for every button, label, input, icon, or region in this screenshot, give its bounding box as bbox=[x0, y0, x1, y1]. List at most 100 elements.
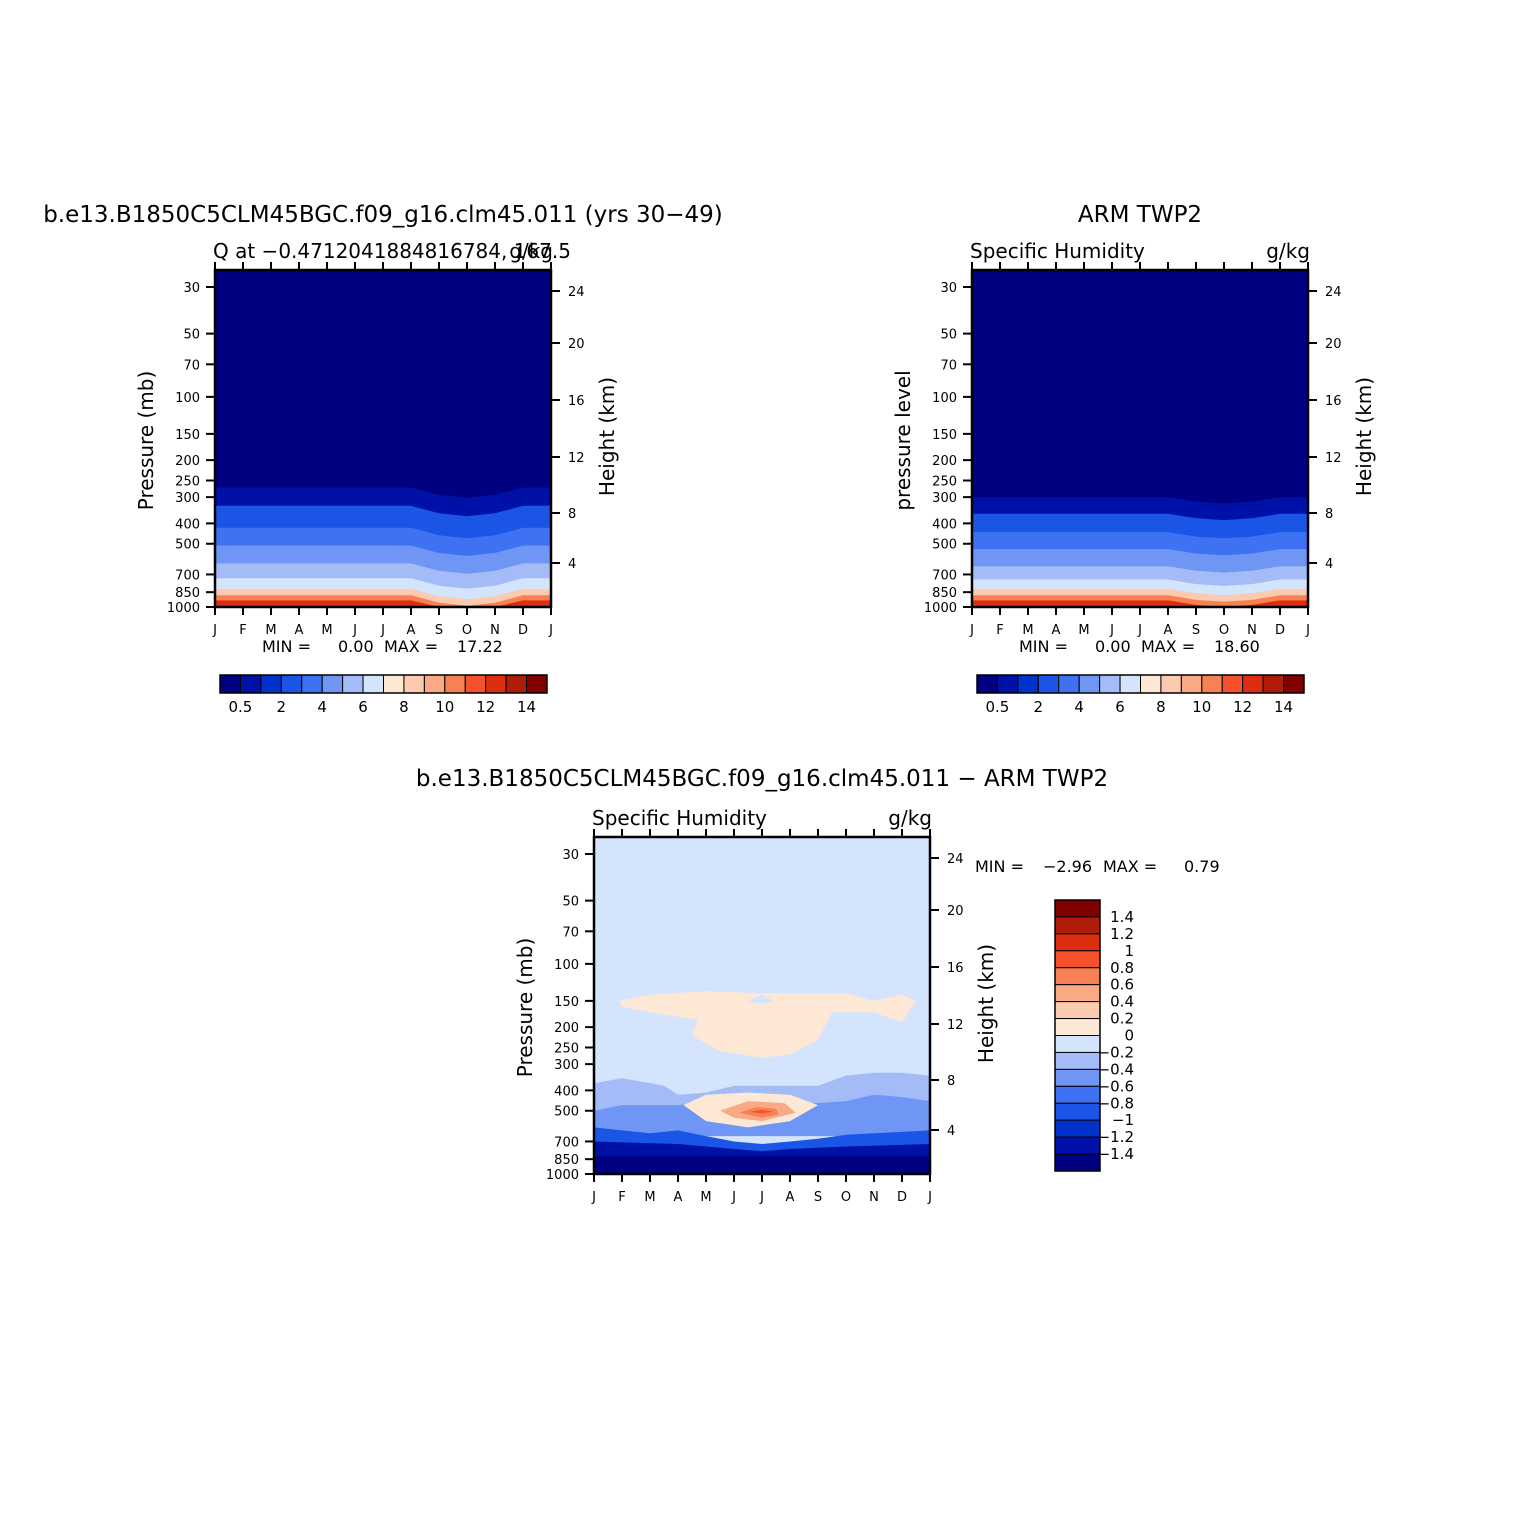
y-right-tick-label: 24 bbox=[1325, 285, 1342, 300]
x-tick-label: F bbox=[239, 623, 246, 638]
x-tick-label: J bbox=[1109, 623, 1114, 638]
x-tick-label: M bbox=[321, 623, 332, 638]
colorbar-label: 10 bbox=[435, 698, 454, 716]
y-axis-label: Pressure (mb) bbox=[513, 938, 537, 1078]
y-tick-label: 300 bbox=[175, 491, 200, 506]
y-tick-label: 150 bbox=[554, 995, 579, 1010]
colorbar-swatch bbox=[444, 674, 466, 694]
y-tick-label: 400 bbox=[932, 517, 957, 532]
colorbar-swatch bbox=[1054, 1102, 1101, 1121]
colorbar-frame bbox=[1054, 899, 1101, 1172]
x-tick-label: J bbox=[1137, 623, 1142, 638]
x-tick-label: J bbox=[969, 623, 974, 638]
colorbar-swatch bbox=[1221, 674, 1244, 694]
colorbar-label: 8 bbox=[1156, 698, 1166, 716]
min-label: MIN = bbox=[262, 637, 311, 656]
colorbar-label: 0.6 bbox=[1110, 976, 1134, 994]
x-tick-label: F bbox=[618, 1190, 625, 1205]
colorbar-swatch bbox=[1017, 674, 1039, 694]
y-tick-label: 300 bbox=[932, 491, 957, 506]
positive-region-upper bbox=[619, 991, 916, 1058]
panel-obs: J F M A M J J A S O N D J 30 50 70 100 150 200 250 300 400 500… bbox=[891, 239, 1376, 716]
y-right-tick-label: 12 bbox=[568, 451, 585, 466]
x-tick-label: D bbox=[897, 1190, 907, 1205]
x-tick-label: M bbox=[265, 623, 276, 638]
y-right-tick-label: 8 bbox=[568, 507, 576, 522]
colorbar-swatch bbox=[1054, 1153, 1101, 1172]
colorbar-label: −1.4 bbox=[1098, 1145, 1134, 1163]
y-tick-label: 150 bbox=[932, 428, 957, 443]
contour-band bbox=[972, 600, 1308, 607]
left-string: Specific Humidity bbox=[970, 239, 1145, 263]
colorbar-label: 1.2 bbox=[1110, 925, 1134, 943]
panel-model: J F M A M J J A S O N D J 30 50 70 100 150 200 250 300 400 500… bbox=[134, 239, 619, 716]
colorbar-swatch bbox=[1037, 674, 1060, 694]
y-tick-label: 700 bbox=[554, 1135, 579, 1150]
colorbar-swatch bbox=[219, 674, 241, 694]
y-tick-label: 1000 bbox=[167, 601, 200, 616]
y-tick-label: 1000 bbox=[924, 601, 957, 616]
colorbar-label: 4 bbox=[317, 698, 327, 716]
colorbar-swatch bbox=[239, 674, 262, 694]
panel1-title: b.e13.B1850C5CLM45BGC.f09_g16.clm45.011 … bbox=[43, 202, 723, 228]
y-tick-label: 300 bbox=[554, 1058, 579, 1073]
plot-area bbox=[215, 270, 551, 607]
colorbar-label: 6 bbox=[1115, 698, 1125, 716]
y-right-tick-label: 16 bbox=[1325, 394, 1342, 409]
colorbar-swatch bbox=[403, 674, 425, 694]
y-tick-label: 50 bbox=[940, 328, 957, 343]
colorbar-label: 0 bbox=[1124, 1027, 1134, 1045]
colorbar-swatch bbox=[1054, 916, 1101, 935]
x-tick-label: A bbox=[786, 1190, 795, 1205]
x-tick-label: N bbox=[490, 623, 500, 638]
panel3-title: b.e13.B1850C5CLM45BGC.f09_g16.clm45.011 … bbox=[416, 766, 1108, 792]
colorbar-swatch bbox=[485, 674, 507, 694]
max-value: 17.22 bbox=[457, 637, 503, 656]
y-tick-label: 250 bbox=[554, 1041, 579, 1056]
colorbar-swatch bbox=[1054, 984, 1101, 1003]
colorbar-swatch bbox=[1054, 950, 1101, 969]
min-label: MIN = bbox=[975, 857, 1024, 876]
x-tick-label: J bbox=[591, 1190, 596, 1205]
x-tick-label: S bbox=[814, 1190, 822, 1205]
colorbar-label: 0.2 bbox=[1110, 1010, 1134, 1028]
left-string: Specific Humidity bbox=[592, 806, 767, 830]
colorbar-swatch bbox=[301, 674, 323, 694]
right-string: g/kg bbox=[888, 806, 932, 830]
y-tick-label: 30 bbox=[183, 281, 200, 296]
y-tick-label: 500 bbox=[554, 1105, 579, 1120]
colorbar-label: 6 bbox=[358, 698, 368, 716]
colorbar-swatch bbox=[1054, 967, 1101, 986]
colorbar-swatch bbox=[505, 674, 528, 694]
y-right-tick-label: 24 bbox=[568, 285, 585, 300]
negative-region bbox=[594, 1155, 930, 1174]
colorbar-swatch bbox=[1054, 1035, 1101, 1053]
colorbar-swatch bbox=[996, 674, 1019, 694]
y-right-tick-label: 12 bbox=[1325, 451, 1342, 466]
x-tick-label: O bbox=[1219, 623, 1229, 638]
colorbar-label: 1.4 bbox=[1110, 908, 1134, 926]
y-tick-label: 30 bbox=[940, 281, 957, 296]
colorbar-label: −0.4 bbox=[1098, 1060, 1134, 1078]
x-tick-label: M bbox=[644, 1190, 655, 1205]
colorbar-swatch bbox=[1078, 674, 1101, 694]
colorbar-swatch bbox=[1119, 674, 1141, 694]
max-label: MAX = bbox=[1141, 637, 1195, 656]
plot-area bbox=[594, 837, 930, 1174]
y-tick-label: 850 bbox=[175, 586, 200, 601]
x-tick-label: A bbox=[1164, 623, 1173, 638]
colorbar-swatch bbox=[362, 674, 384, 694]
colorbar-swatch bbox=[280, 674, 303, 694]
y-right-axis-label: Height (km) bbox=[595, 377, 619, 496]
right-string: g/kg bbox=[1266, 239, 1310, 263]
colorbar-label: 1 bbox=[1124, 942, 1134, 960]
y-tick-label: 200 bbox=[175, 454, 200, 469]
x-tick-label: J bbox=[548, 623, 553, 638]
colorbar-swatch bbox=[1283, 674, 1305, 694]
colorbar-swatch bbox=[1054, 1119, 1101, 1138]
colorbar-label: 8 bbox=[399, 698, 409, 716]
colorbar-swatch bbox=[1180, 674, 1203, 694]
min-value: 0.00 bbox=[338, 637, 374, 656]
colorbar-swatch bbox=[1058, 674, 1080, 694]
